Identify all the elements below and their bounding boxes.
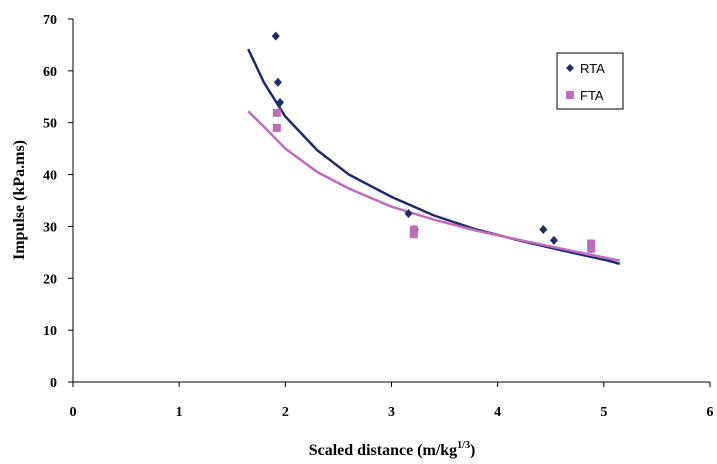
y-tick-label: 70 <box>43 13 57 28</box>
y-tick-label: 30 <box>43 220 57 235</box>
point-rta <box>549 235 558 245</box>
trendline-rta <box>247 48 621 266</box>
x-axis-title: Scaled distance (m/kg1/3) <box>309 440 476 459</box>
point-fta <box>272 108 281 117</box>
x-axis-title-main: Scaled distance (m/kg <box>309 442 457 459</box>
legend-fta-marker <box>566 91 574 99</box>
point-rta <box>273 77 282 87</box>
point-rta <box>271 31 280 41</box>
point-rta <box>276 97 285 107</box>
y-tick-label: 10 <box>43 324 57 339</box>
x-axis-title-close: ) <box>470 442 475 459</box>
y-tick-label: 0 <box>50 376 57 391</box>
y-axis-title: Impulse (kPa.ms) <box>11 140 28 260</box>
point-rta <box>404 208 413 218</box>
point-fta <box>587 244 596 253</box>
y-tick-label: 50 <box>43 117 57 132</box>
x-tick-label: 5 <box>600 405 607 420</box>
y-tick-label: 40 <box>43 169 57 184</box>
trendlines <box>247 48 621 266</box>
x-tick-label: 3 <box>388 405 395 420</box>
x-tick-label: 1 <box>176 405 183 420</box>
legend: RTA FTA <box>556 52 624 110</box>
point-fta <box>409 230 418 239</box>
legend-fta-label: FTA <box>580 88 604 103</box>
y-tick-label: 60 <box>43 65 57 80</box>
x-axis: 0 1 2 3 4 5 6 <box>70 381 714 420</box>
y-axis: 0 10 20 30 40 50 60 70 <box>43 13 74 391</box>
x-tick-label: 0 <box>70 405 77 420</box>
legend-box <box>556 52 624 110</box>
data-points <box>271 31 596 254</box>
point-fta <box>409 225 418 234</box>
x-tick-label: 6 <box>707 405 714 420</box>
point-fta <box>272 123 281 132</box>
point-fta <box>587 239 596 248</box>
x-axis-title-superscript: 1/3 <box>457 440 470 451</box>
point-rta <box>539 225 548 235</box>
y-tick-label: 20 <box>43 272 57 287</box>
x-tick-label: 2 <box>282 405 289 420</box>
trendline-fta <box>247 110 621 262</box>
legend-rta-marker <box>566 64 574 72</box>
legend-rta-label: RTA <box>580 61 605 76</box>
x-tick-label: 4 <box>494 405 501 420</box>
